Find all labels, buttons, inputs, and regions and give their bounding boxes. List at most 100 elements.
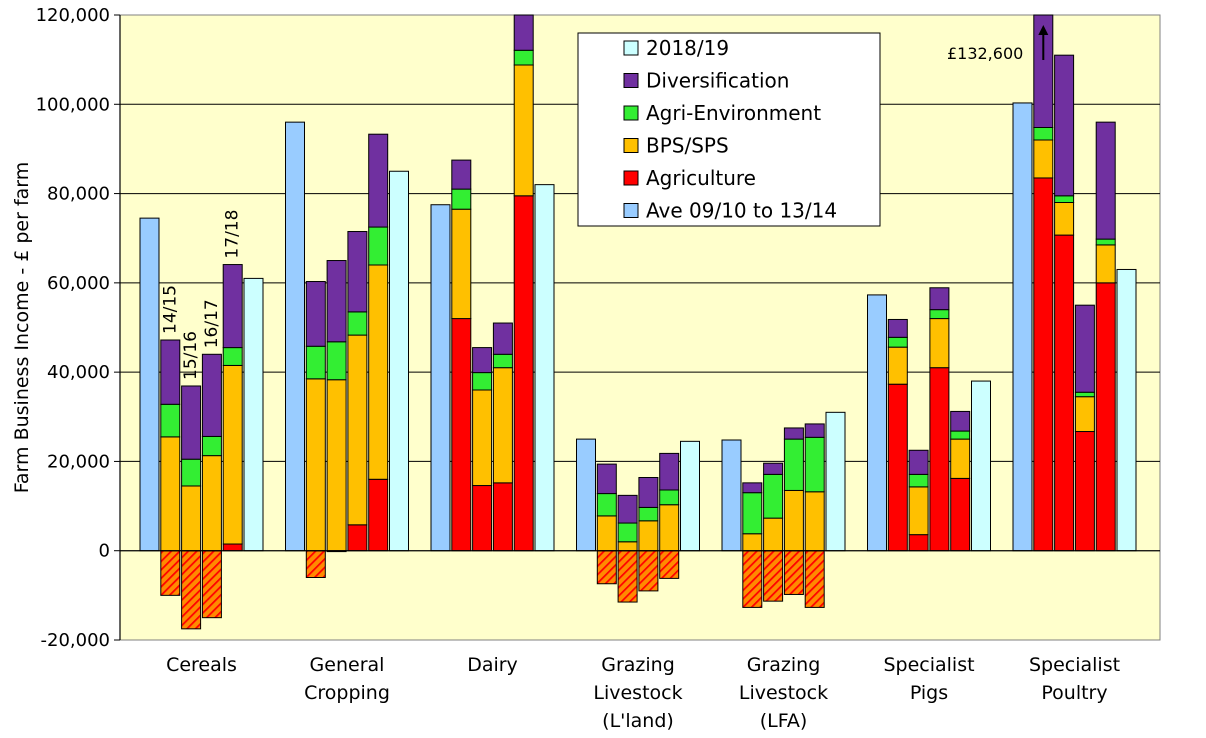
bar-2018-19	[389, 170, 409, 552]
category-label: General	[310, 654, 385, 676]
bar-agriculture	[222, 543, 243, 552]
bar-diversification	[451, 159, 472, 190]
bar-agri-environment	[617, 522, 638, 543]
annotation-arrow-head	[1038, 25, 1049, 35]
legend-swatch	[623, 203, 639, 218]
bar-agri-environment	[929, 309, 950, 320]
bar-2018-19	[243, 277, 264, 552]
bar-agri-environment	[950, 430, 971, 440]
bar-ave-0910-1314	[576, 438, 596, 552]
bar-diversification	[1054, 54, 1075, 197]
bar-ave-0910-1314	[139, 217, 160, 552]
bar-2018-19	[825, 411, 846, 552]
legend-swatch	[623, 73, 639, 88]
bar-group	[1012, 14, 1137, 552]
bar-agri-environment	[451, 188, 472, 210]
legend-swatch	[623, 105, 639, 121]
bar-diversification	[472, 347, 493, 374]
bar-agri-environment	[160, 403, 181, 438]
bar-bps-sps	[472, 389, 493, 487]
legend-label: Diversification	[646, 69, 789, 93]
bar-group	[867, 287, 991, 552]
bar-agriculture	[451, 318, 472, 552]
bar-diversification	[492, 322, 513, 355]
bar-agri-environment	[804, 436, 825, 493]
bar-diversification	[1074, 304, 1095, 393]
bar-agriculture	[472, 485, 493, 552]
bar-agri-environment	[596, 493, 617, 517]
legend-swatch	[623, 170, 639, 186]
bar-agri-environment	[305, 345, 326, 380]
bar-group	[285, 121, 409, 579]
category-label: Pigs	[910, 682, 948, 704]
bar-bps-sps	[305, 378, 326, 552]
bar-bps-sps	[1054, 202, 1075, 236]
bar-diversification	[160, 339, 181, 405]
bar-agri-environment	[783, 438, 804, 491]
bar-agri-environment	[181, 458, 202, 487]
y-tick-label: 40,000	[47, 362, 110, 383]
year-label: 17/18	[223, 210, 243, 259]
legend-label: Ave 09/10 to 13/14	[646, 199, 837, 223]
category-labels: Cereals General Cropping Dairy Grazing Livest…	[166, 654, 1120, 732]
bar-diversification	[1033, 14, 1054, 128]
bar-bps-sps	[908, 486, 929, 536]
bar-diversification	[181, 385, 202, 460]
bar-agriculture-negative	[804, 550, 825, 608]
bar-agri-environment	[201, 435, 222, 457]
bar-bps-sps	[929, 318, 950, 369]
bar-agriculture	[887, 383, 908, 552]
poultry-annotation: £132,600	[947, 25, 1049, 63]
bar-agriculture	[908, 534, 929, 552]
bar-diversification	[950, 410, 971, 432]
legend: 2018/19 Diversification Agri-Environment BP…	[577, 32, 881, 227]
bar-bps-sps	[1074, 396, 1095, 433]
category-label: Specialist	[883, 654, 974, 676]
bar-diversification	[596, 463, 617, 495]
bar-agriculture-negative	[181, 550, 202, 630]
bar-bps-sps	[492, 367, 513, 484]
legend-box	[577, 32, 881, 227]
bar-bps-sps	[513, 64, 534, 197]
bar-agri-environment	[1074, 391, 1095, 398]
bar-bps-sps	[1033, 139, 1054, 179]
y-tick-label: 120,000	[36, 5, 110, 26]
bar-diversification	[305, 281, 326, 347]
bar-agri-environment	[908, 473, 929, 488]
bar-agriculture-negative	[763, 550, 784, 602]
bar-agri-environment	[347, 311, 368, 336]
bar-bps-sps	[222, 364, 243, 545]
bar-bps-sps	[201, 455, 222, 552]
bar-diversification	[617, 494, 638, 524]
bar-agri-environment	[368, 226, 389, 266]
bar-diversification	[742, 482, 763, 494]
category-label: Cereals	[166, 654, 237, 676]
bar-bps-sps	[181, 485, 202, 552]
bar-bps-sps	[763, 517, 784, 552]
bar-diversification	[513, 14, 534, 51]
bar-group	[721, 411, 846, 608]
bar-agri-environment	[638, 506, 659, 522]
category-label: Livestock	[739, 682, 828, 704]
bar-diversification	[638, 477, 659, 508]
bar-agriculture	[1095, 282, 1116, 552]
bar-group	[430, 14, 555, 552]
bar-agri-environment	[742, 492, 763, 535]
category-label: Cropping	[304, 682, 390, 704]
bar-bps-sps	[368, 264, 389, 480]
category-label: (LFA)	[760, 710, 808, 732]
bar-2018-19	[1116, 268, 1137, 552]
bar-agri-environment	[659, 489, 680, 506]
y-tick-label: 20,000	[47, 451, 110, 472]
bar-bps-sps	[804, 491, 825, 552]
bars	[139, 14, 1137, 630]
bar-ave-0910-1314	[867, 294, 887, 552]
year-label: 14/15	[160, 285, 180, 334]
bar-bps-sps	[160, 436, 181, 552]
bar-bps-sps	[451, 208, 472, 320]
bar-diversification	[887, 318, 908, 338]
bar-agri-environment	[222, 347, 243, 366]
y-tick-label: 80,000	[47, 184, 110, 205]
y-axis-title: Farm Business Income - £ per farm	[11, 162, 33, 494]
